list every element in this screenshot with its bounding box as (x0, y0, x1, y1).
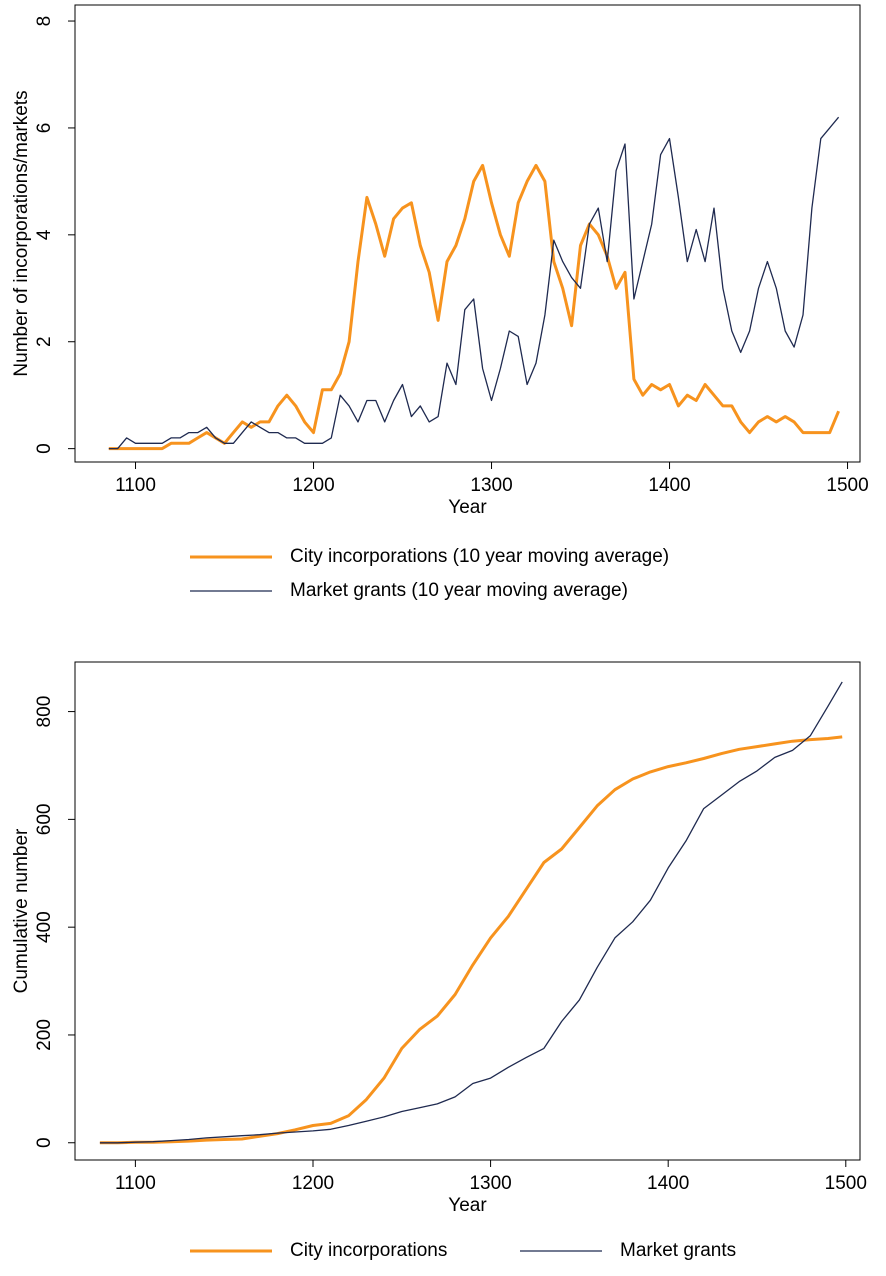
x-tick-label: 1400 (648, 475, 690, 496)
x-tick-label: 1100 (115, 475, 156, 496)
y-tick-label: 0 (34, 1137, 55, 1148)
y-tick-label: 6 (34, 123, 55, 134)
y-tick-label: 2 (34, 336, 55, 347)
x-tick-label: 1500 (826, 475, 868, 496)
legend-label: City incorporations (10 year moving aver… (290, 546, 669, 567)
legend-label: City incorporations (290, 1240, 447, 1261)
x-axis-title: Year (448, 1195, 487, 1216)
x-axis-title: Year (448, 497, 487, 518)
x-tick-label: 1200 (292, 1173, 334, 1194)
x-tick-label: 1300 (469, 1173, 511, 1194)
y-axis-title: Cumulative number (11, 828, 32, 993)
legend-label: Market grants (620, 1240, 736, 1261)
y-axis-title: Number of incorporations/markets (11, 90, 32, 376)
series-line (108, 116, 840, 450)
x-tick-label: 1100 (115, 1173, 156, 1194)
plot-frame (74, 661, 861, 1161)
y-tick-label: 400 (34, 911, 55, 943)
y-tick-label: 600 (34, 804, 55, 836)
series-line (108, 163, 840, 451)
y-tick-label: 800 (34, 696, 55, 728)
y-tick-label: 200 (34, 1019, 55, 1051)
x-tick-label: 1300 (470, 475, 512, 496)
y-tick-label: 8 (34, 16, 55, 27)
y-tick-label: 0 (34, 443, 55, 454)
y-tick-label: 4 (34, 229, 55, 240)
plot-frame (74, 4, 861, 463)
x-tick-label: 1500 (825, 1173, 867, 1194)
x-tick-label: 1400 (647, 1173, 689, 1194)
legend-label: Market grants (10 year moving average) (290, 580, 628, 601)
series-line (99, 735, 843, 1145)
x-tick-label: 1200 (292, 475, 334, 496)
series-line (99, 681, 843, 1144)
